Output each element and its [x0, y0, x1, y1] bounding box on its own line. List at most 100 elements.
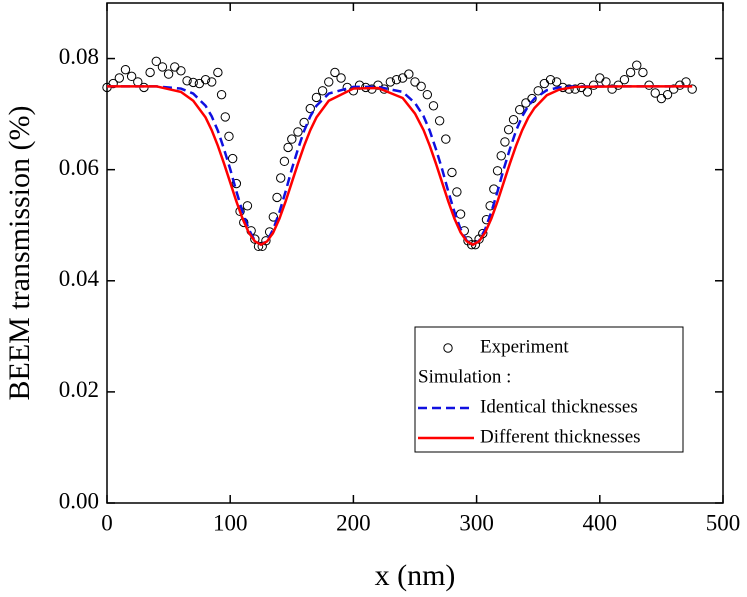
- data-point: [157, 62, 168, 72]
- data-point: [213, 67, 223, 78]
- data-point: [250, 234, 260, 244]
- data-point: [305, 103, 315, 114]
- data-point: [545, 74, 556, 85]
- data-point: [200, 74, 211, 85]
- y-tick-label: 0.04: [59, 266, 100, 291]
- data-point: [276, 173, 286, 183]
- data-point: [447, 167, 457, 178]
- data-point: [194, 78, 205, 89]
- data-point: [397, 73, 408, 83]
- x-tick-label: 100: [213, 510, 248, 535]
- data-point: [216, 89, 227, 100]
- data-point: [239, 217, 249, 228]
- data-point: [500, 137, 510, 147]
- data-point: [242, 201, 253, 211]
- data-point: [632, 60, 642, 70]
- data-point: [176, 66, 186, 76]
- legend-marker: [443, 343, 453, 353]
- y-axis-label: BEEM transmission (%): [3, 106, 36, 401]
- x-tick-label: 0: [101, 510, 113, 535]
- data-point: [299, 117, 309, 128]
- y-tick-label: 0.06: [59, 155, 99, 180]
- legend-box: [414, 326, 684, 453]
- data-point: [283, 142, 293, 153]
- data-point: [391, 74, 402, 85]
- series-line: [107, 85, 693, 247]
- data-point: [455, 209, 466, 219]
- data-point: [687, 84, 697, 94]
- data-point: [231, 178, 242, 189]
- legend-label: Identical thicknesses: [480, 396, 638, 417]
- series-line: [107, 85, 693, 247]
- data-point: [261, 236, 271, 246]
- data-point: [625, 67, 636, 78]
- data-point: [163, 69, 174, 79]
- data-point: [595, 73, 605, 83]
- data-point: [188, 77, 198, 88]
- data-point: [207, 77, 217, 87]
- data-point: [182, 76, 192, 86]
- data-point: [508, 114, 519, 125]
- data-point: [570, 84, 580, 94]
- data-point: [227, 153, 238, 164]
- data-point: [492, 166, 503, 176]
- data-point: [503, 124, 514, 135]
- data-point: [126, 71, 137, 82]
- data-point: [108, 78, 118, 89]
- legend-label: Experiment: [480, 336, 569, 357]
- data-point: [268, 212, 279, 222]
- data-point: [120, 64, 131, 75]
- data-point: [279, 156, 290, 167]
- x-tick-label: 200: [336, 510, 371, 535]
- legend-label: Different thicknesses: [480, 426, 641, 447]
- data-point: [422, 89, 433, 100]
- data-point: [619, 74, 630, 85]
- data-point: [410, 77, 420, 87]
- y-tick-label: 0.02: [59, 377, 99, 402]
- data-point: [145, 67, 155, 78]
- data-point: [170, 62, 180, 72]
- data-point: [324, 77, 334, 87]
- data-point: [533, 86, 543, 96]
- data-point: [317, 86, 328, 96]
- x-tick-label: 400: [583, 510, 618, 535]
- data-point: [416, 81, 426, 92]
- data-point: [441, 134, 451, 144]
- data-point: [496, 151, 506, 161]
- data-point: [434, 116, 445, 126]
- x-tick-label: 500: [706, 510, 741, 535]
- data-point: [404, 69, 414, 79]
- x-tick-label: 300: [459, 510, 494, 535]
- data-point: [515, 104, 525, 115]
- data-point: [650, 88, 660, 98]
- data-point: [656, 93, 667, 104]
- y-tick-label: 0.08: [59, 44, 99, 69]
- data-point: [638, 67, 648, 78]
- x-axis-label: x (nm): [375, 559, 456, 592]
- legend-title: Simulation :: [418, 366, 511, 387]
- data-point: [466, 239, 477, 250]
- plot-frame: [106, 2, 724, 504]
- data-point: [539, 78, 550, 89]
- data-point: [311, 92, 322, 103]
- data-point: [151, 56, 161, 67]
- data-point: [551, 77, 562, 87]
- data-point: [287, 134, 297, 144]
- data-point: [336, 73, 346, 83]
- data-point: [452, 187, 462, 197]
- data-point: [582, 87, 593, 97]
- data-point: [330, 67, 340, 78]
- data-point: [293, 127, 303, 137]
- data-point: [220, 112, 230, 122]
- data-point: [224, 131, 234, 142]
- y-tick-label: 0.00: [59, 488, 99, 513]
- data-point: [272, 192, 282, 203]
- data-point: [601, 77, 611, 87]
- data-point: [114, 73, 125, 83]
- data-point: [662, 89, 673, 100]
- data-point: [428, 101, 439, 111]
- data-point: [521, 98, 531, 108]
- data-point: [385, 77, 396, 87]
